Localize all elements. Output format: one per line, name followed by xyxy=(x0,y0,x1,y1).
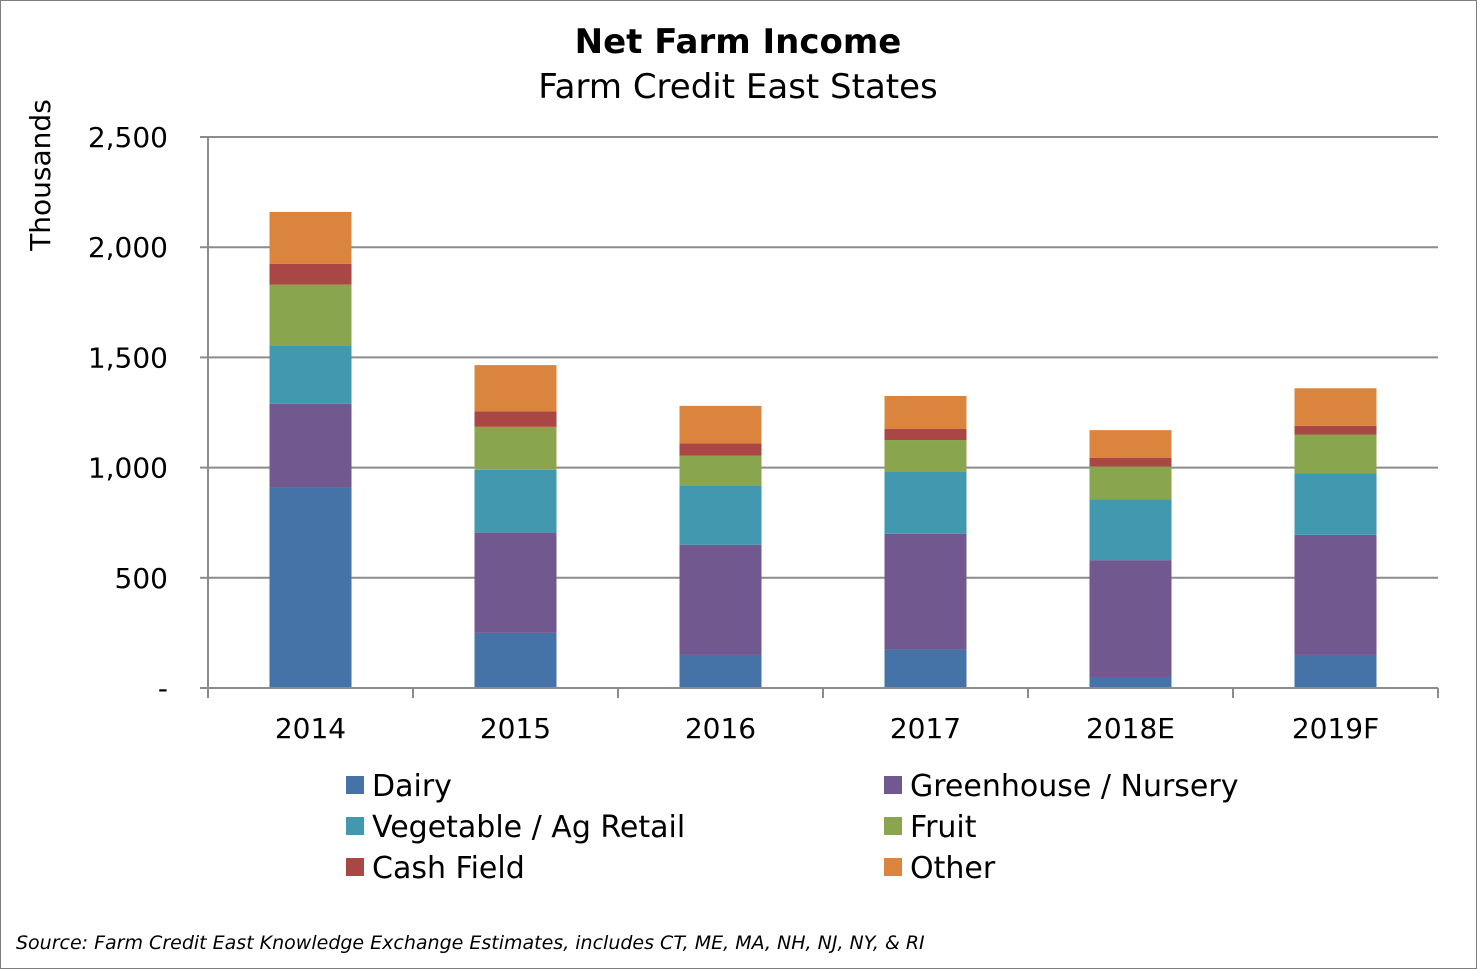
legend-label: Greenhouse / Nursery xyxy=(910,769,1238,804)
bar-segment xyxy=(884,649,967,688)
x-tick-label: 2018E xyxy=(1086,712,1175,745)
bar-segment xyxy=(474,411,557,427)
bar-segment xyxy=(1294,654,1377,688)
axes: - 500 1,000 1,500 2,000 2,500 2014 2015 2016 2017… xyxy=(88,121,1439,745)
y-axis-title: Thousands xyxy=(24,99,57,252)
bar-segment xyxy=(269,263,352,285)
legend-swatch xyxy=(884,776,902,794)
legend-label: Other xyxy=(910,851,996,886)
bar-segment xyxy=(1294,388,1377,426)
bar-segment xyxy=(679,443,762,456)
legend-label: Cash Field xyxy=(372,851,525,886)
bar-segment xyxy=(1089,430,1172,458)
x-tick-label: 2016 xyxy=(685,712,756,745)
legend: Dairy Greenhouse / Nursery Vegetable / Ag … xyxy=(346,769,1238,886)
gridlines xyxy=(208,136,1438,579)
bar-segment xyxy=(884,395,967,430)
bar-segment xyxy=(884,472,967,534)
bar-segment xyxy=(679,485,762,545)
legend-swatch xyxy=(346,817,364,835)
y-tick-label: 1,500 xyxy=(88,341,168,374)
legend-swatch xyxy=(884,817,902,835)
bar-segment xyxy=(269,284,352,346)
bar-segment xyxy=(474,532,557,633)
y-tick-label: - xyxy=(158,672,168,705)
bar-segment xyxy=(269,403,352,488)
legend-label: Vegetable / Ag Retail xyxy=(372,810,685,845)
bar-segment xyxy=(1089,466,1172,500)
bar-segment xyxy=(1089,560,1172,677)
bar-segment xyxy=(679,654,762,688)
legend-swatch xyxy=(884,858,902,876)
y-tick-label: 2,500 xyxy=(88,121,168,154)
bar-segment xyxy=(1294,434,1377,474)
legend-swatch xyxy=(346,858,364,876)
bar-segment xyxy=(1294,534,1377,655)
x-tick-label: 2019F xyxy=(1292,712,1379,745)
bar-segment xyxy=(1089,457,1172,467)
y-tick-label: 2,000 xyxy=(88,231,168,264)
bar-segment xyxy=(1294,473,1377,535)
x-tick-label: 2015 xyxy=(480,712,551,745)
legend-label: Dairy xyxy=(372,769,452,804)
bar-segment xyxy=(269,211,352,264)
bar-segment xyxy=(679,455,762,486)
chart-subtitle: Farm Credit East States xyxy=(538,67,938,107)
bar-segment xyxy=(884,440,967,473)
bar-segment xyxy=(884,429,967,441)
bar-segment xyxy=(269,345,352,404)
x-tick-label: 2014 xyxy=(275,712,346,745)
bar-segment xyxy=(269,487,352,688)
legend-swatch xyxy=(346,776,364,794)
bar-segment xyxy=(474,365,557,412)
bar-segment xyxy=(1294,425,1377,435)
bar-segment xyxy=(1089,499,1172,561)
bar-segment xyxy=(474,469,557,533)
bar-segment xyxy=(884,533,967,650)
y-tick-label: 500 xyxy=(115,562,168,595)
source-note: Source: Farm Credit East Knowledge Excha… xyxy=(16,932,925,954)
bar-segment xyxy=(679,405,762,444)
legend-label: Fruit xyxy=(910,810,977,845)
bars xyxy=(269,211,1377,688)
y-tick-label: 1,000 xyxy=(88,452,168,485)
bar-segment xyxy=(474,632,557,688)
x-tick-label: 2017 xyxy=(890,712,961,745)
bar-segment xyxy=(1089,676,1172,688)
bar-segment xyxy=(474,426,557,470)
bar-segment xyxy=(679,544,762,655)
chart-title: Net Farm Income xyxy=(575,22,902,62)
